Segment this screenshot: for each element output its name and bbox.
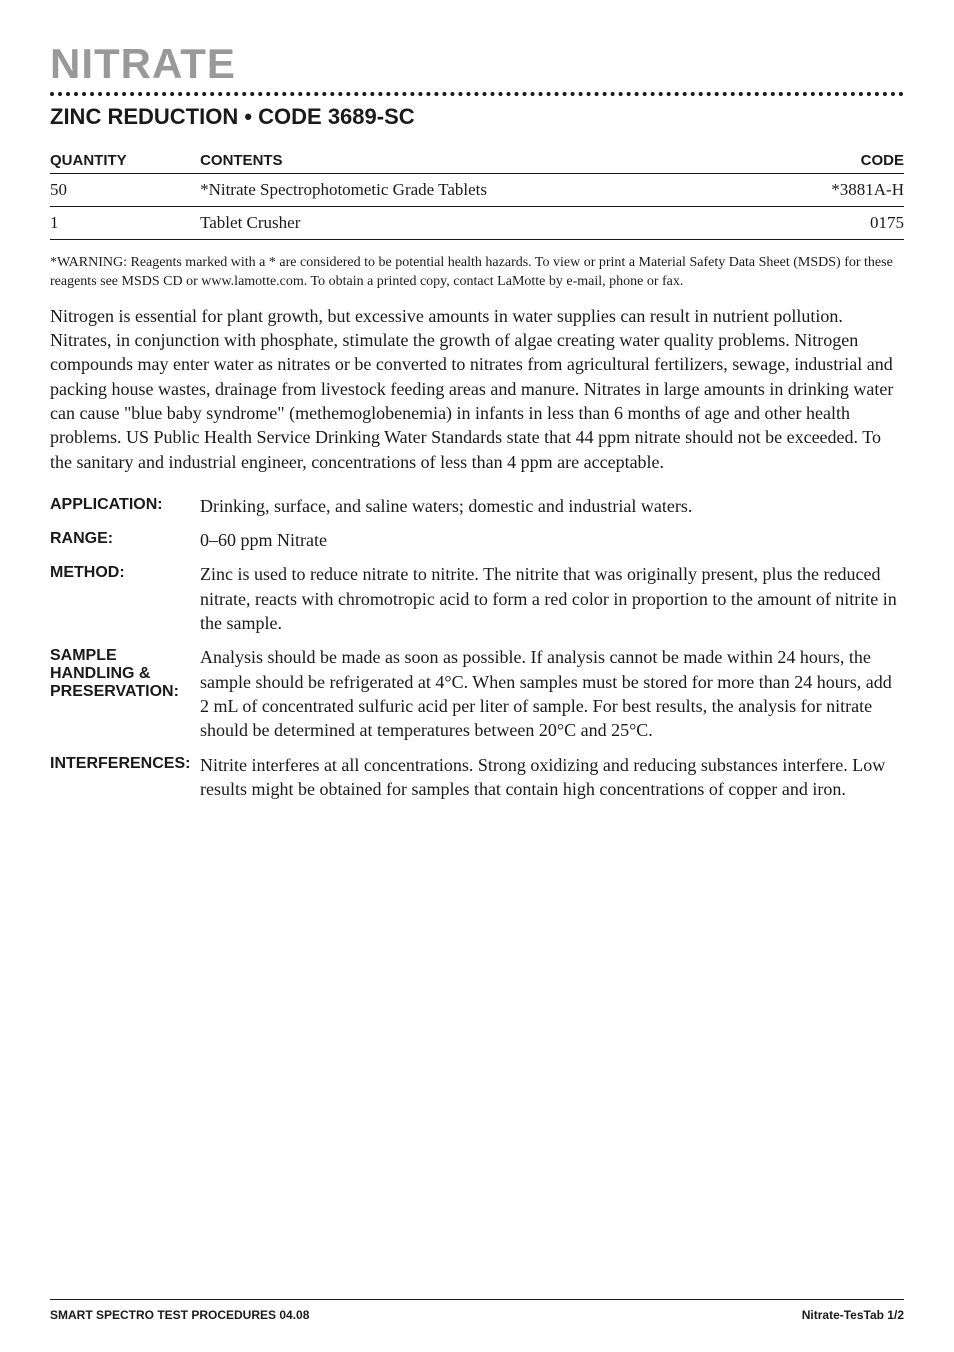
header-quantity: QUANTITY [50, 148, 200, 174]
header-code: CODE [762, 148, 904, 174]
def-row-sample-handling: SAMPLE HANDLING & PRESERVATION: Analysis… [50, 645, 904, 742]
contents-table: QUANTITY CONTENTS CODE 50 *Nitrate Spect… [50, 148, 904, 240]
footer-left: SMART SPECTRO TEST PROCEDURES 04.08 [50, 1308, 309, 1322]
def-value: 0–60 ppm Nitrate [200, 528, 904, 552]
def-label: METHOD: [50, 562, 200, 635]
page-subtitle: ZINC REDUCTION • CODE 3689-SC [50, 104, 904, 130]
def-value: Drinking, surface, and saline waters; do… [200, 494, 904, 518]
dotted-divider [50, 92, 904, 96]
cell-code: 0175 [762, 207, 904, 240]
def-value: Analysis should be made as soon as possi… [200, 645, 904, 742]
def-row-application: APPLICATION: Drinking, surface, and sali… [50, 494, 904, 518]
def-value: Zinc is used to reduce nitrate to nitrit… [200, 562, 904, 635]
header-contents: CONTENTS [200, 148, 762, 174]
def-row-range: RANGE: 0–60 ppm Nitrate [50, 528, 904, 552]
definition-list: APPLICATION: Drinking, surface, and sali… [50, 494, 904, 801]
page-footer: SMART SPECTRO TEST PROCEDURES 04.08 Nitr… [50, 1299, 904, 1322]
def-label: APPLICATION: [50, 494, 200, 518]
cell-contents: Tablet Crusher [200, 207, 762, 240]
table-row: 1 Tablet Crusher 0175 [50, 207, 904, 240]
def-label: INTERFERENCES: [50, 753, 200, 802]
table-header-row: QUANTITY CONTENTS CODE [50, 148, 904, 174]
def-row-interferences: INTERFERENCES: Nitrite interferes at all… [50, 753, 904, 802]
cell-contents: *Nitrate Spectrophotometic Grade Tablets [200, 174, 762, 207]
cell-code: *3881A-H [762, 174, 904, 207]
cell-quantity: 1 [50, 207, 200, 240]
cell-quantity: 50 [50, 174, 200, 207]
def-value: Nitrite interferes at all concentrations… [200, 753, 904, 802]
table-row: 50 *Nitrate Spectrophotometic Grade Tabl… [50, 174, 904, 207]
body-paragraph: Nitrogen is essential for plant growth, … [50, 304, 904, 474]
def-label: RANGE: [50, 528, 200, 552]
page-title: NITRATE [50, 40, 904, 88]
def-row-method: METHOD: Zinc is used to reduce nitrate t… [50, 562, 904, 635]
footer-right: Nitrate-TesTab 1/2 [802, 1308, 904, 1322]
warning-paragraph: *WARNING: Reagents marked with a * are c… [50, 254, 904, 292]
def-label: SAMPLE HANDLING & PRESERVATION: [50, 645, 200, 742]
